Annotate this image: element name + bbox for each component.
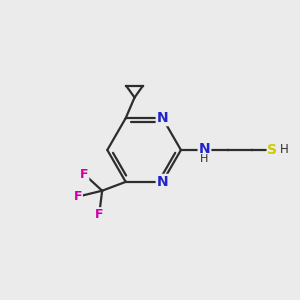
Text: F: F xyxy=(80,168,89,181)
Text: N: N xyxy=(199,142,210,156)
Text: S: S xyxy=(267,143,277,157)
Text: N: N xyxy=(157,111,168,125)
Text: F: F xyxy=(95,208,103,221)
Text: F: F xyxy=(74,190,82,203)
Text: N: N xyxy=(157,175,168,189)
Text: H: H xyxy=(280,143,289,157)
Text: H: H xyxy=(200,154,209,164)
